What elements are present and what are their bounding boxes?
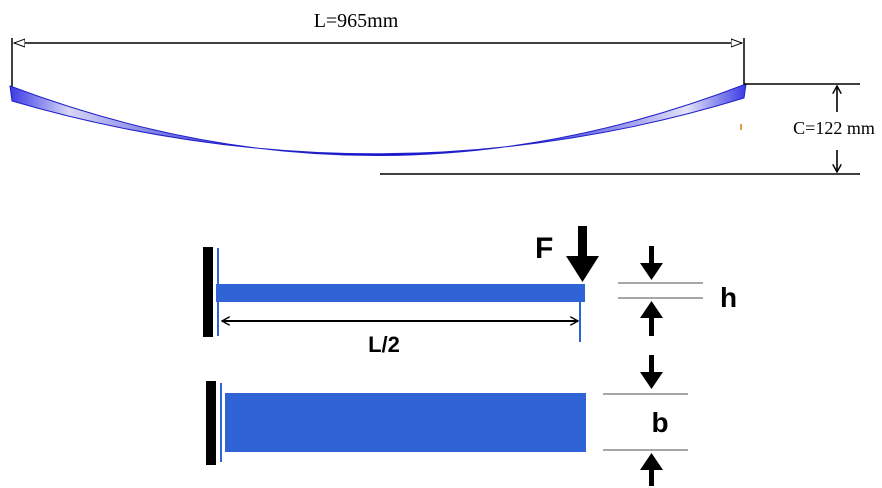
cantilever-side-view: F L/2 h [203,226,737,357]
thickness-arrow-down-head [640,263,663,280]
width-arrow-down-head [640,372,663,389]
small-mark [740,124,742,130]
force-arrow-shaft [578,226,587,260]
thickness-arrow-up-head [640,301,663,318]
spring-leaf [9,83,747,156]
leaf-spring: L=965mm C=122 mm [9,10,882,175]
half-length-label: L/2 [368,332,400,357]
fixed-support [203,247,213,337]
beam-plan [225,393,586,452]
beam-side [216,284,585,302]
width-label: b [651,407,668,438]
force-label: F [535,232,553,265]
fixed-support-plan [206,381,216,465]
width-arrow-up-head [640,453,663,470]
width-arrow-down-shaft [649,355,654,375]
cantilever-plan-view: b [206,355,688,486]
thickness-label: h [720,282,737,313]
length-label: L=965mm [314,10,399,32]
thickness-arrow-up-shaft [649,316,654,336]
camber-label: C=122 mm [793,118,875,138]
thickness-arrow-down-shaft [649,246,654,266]
width-arrow-up-shaft [649,468,654,486]
force-arrow-head [566,256,599,282]
